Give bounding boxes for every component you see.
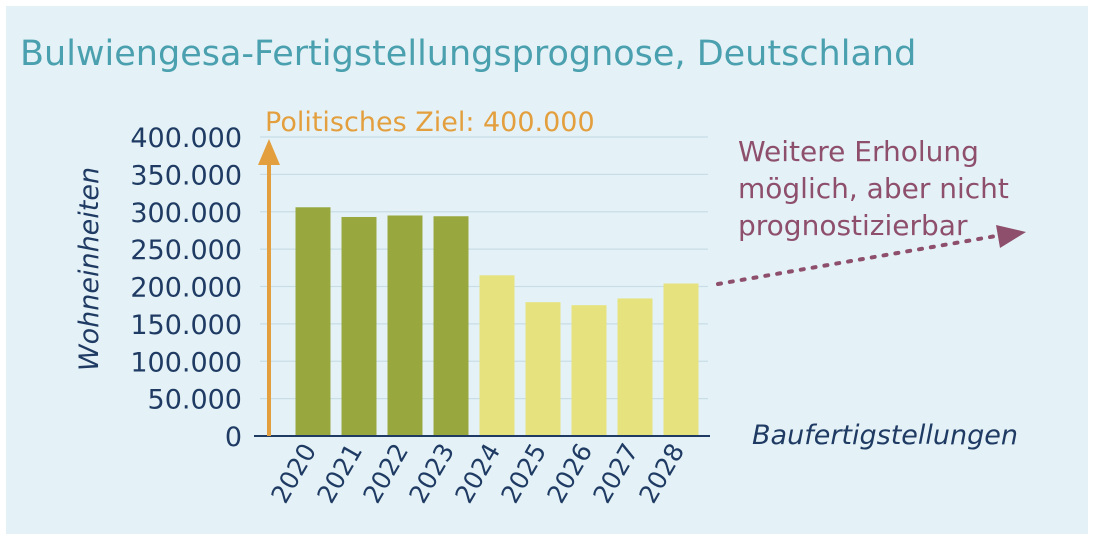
- y-tick-label: 150.000: [130, 310, 242, 341]
- x-tick-label: 2023: [403, 439, 460, 509]
- x-tick-label: 2021: [311, 439, 368, 509]
- y-tick-label: 200.000: [130, 273, 242, 304]
- bar-2027: [617, 298, 653, 436]
- y-tick-label: 250.000: [130, 235, 242, 266]
- x-tick-label: 2024: [449, 439, 506, 509]
- target-label: Politisches Ziel: 400.000: [265, 107, 595, 138]
- y-axis-label: Wohneinheiten: [74, 167, 105, 371]
- x-tick-label: 2025: [495, 439, 552, 509]
- bar-2028: [663, 283, 699, 436]
- chart: Bulwiengesa-Fertigstellungsprognose, Deu…: [20, 34, 1026, 509]
- annotation-arrow-head: [996, 225, 1026, 248]
- x-axis-label: Baufertigstellungen: [752, 420, 1018, 451]
- bars: [295, 207, 699, 436]
- y-tick-label: 50.000: [148, 385, 242, 416]
- bar-2022: [387, 215, 423, 436]
- annotation-line: Weitere Erholung: [738, 135, 979, 168]
- x-tick-label: 2020: [265, 439, 322, 509]
- y-tick-label: 0: [225, 422, 242, 453]
- x-tick-label: 2028: [633, 439, 690, 509]
- y-tick-label: 100.000: [130, 347, 242, 378]
- y-tick-label: 400.000: [130, 123, 242, 154]
- chart-title: Bulwiengesa-Fertigstellungsprognose, Deu…: [20, 34, 916, 74]
- target-arrow-head: [258, 139, 280, 165]
- bar-2024: [479, 275, 515, 436]
- x-tick-label: 2026: [541, 439, 598, 509]
- chart-card: Bulwiengesa-Fertigstellungsprognose, Deu…: [6, 6, 1088, 534]
- y-tick-label: 350.000: [130, 160, 242, 191]
- bar-2020: [295, 207, 331, 436]
- annotation-arrow-line: [716, 234, 998, 286]
- bar-2026: [571, 305, 607, 436]
- annotation: Weitere Erholung möglich, aber nicht progn…: [716, 135, 1026, 286]
- x-tick-label: 2027: [587, 439, 644, 509]
- bar-2023: [433, 216, 469, 436]
- annotation-line: möglich, aber nicht: [738, 172, 1009, 205]
- x-tick-label: 2022: [357, 439, 414, 509]
- y-tick-label: 300.000: [130, 198, 242, 229]
- bar-2025: [525, 302, 561, 436]
- axes: [254, 139, 710, 437]
- annotation-line: prognostizierbar: [738, 209, 968, 242]
- bar-2021: [341, 216, 377, 436]
